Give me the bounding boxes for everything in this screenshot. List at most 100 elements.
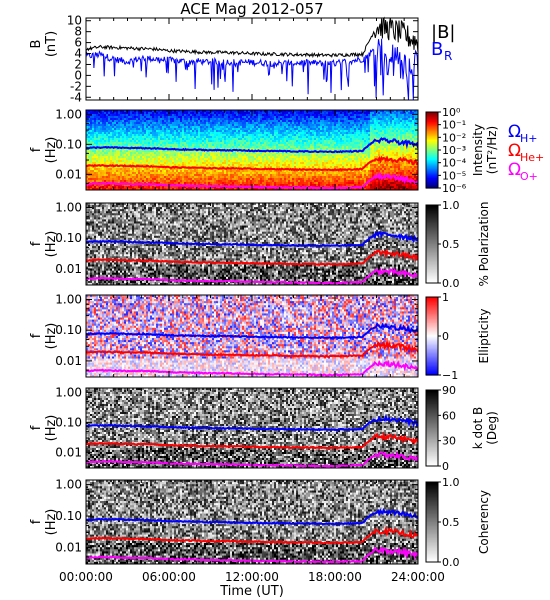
colorbar-unit-kdotb: (Deg) bbox=[485, 411, 499, 445]
panel1-legend: |B| B R bbox=[431, 22, 455, 63]
colorbar-polarization: 1.0 0.5 0.0 % Polarization bbox=[425, 199, 491, 290]
gyro-line-omega-h bbox=[86, 230, 418, 248]
ytick-label-kdotb-0: 1.00 bbox=[55, 385, 82, 399]
panel1-series bbox=[85, 16, 419, 101]
xtick-label-0: 00:00:00 bbox=[59, 570, 113, 584]
panel1-yunit: (nT) bbox=[44, 31, 59, 57]
colorbar-tick-coherency-1: 0.5 bbox=[442, 516, 460, 529]
ylabel-intensity: f bbox=[29, 147, 44, 152]
colorbar-unit-intensity: (nT²/Hz) bbox=[485, 126, 499, 174]
yunit-polarization: (Hz) bbox=[44, 231, 59, 258]
panel-coherency: 1.00 0.10 0.01 f (Hz) 1.0 0.5 0.0 Coherency bbox=[29, 476, 491, 569]
colorbar-tick-polarization-0: 1.0 bbox=[442, 199, 460, 212]
xaxis-label: Time (UT) bbox=[219, 584, 284, 599]
colorbar-label-coherency: Coherency bbox=[477, 490, 491, 554]
colorbar-tick-intensity-1: 10⁻¹ bbox=[442, 119, 466, 132]
legend-omega-he: Ω bbox=[508, 141, 521, 161]
colorbar-tick-ellipticity-0: 1 bbox=[442, 291, 449, 304]
ytick-label-intensity-1: 0.10 bbox=[55, 137, 82, 151]
heatmap-coherency bbox=[86, 480, 418, 564]
ytick-label-polarization-0: 1.00 bbox=[55, 200, 82, 214]
legend-omega-o-sub: O+ bbox=[520, 170, 538, 183]
series-line-absb bbox=[85, 16, 419, 59]
panel1-ytick-label-4: 2 bbox=[74, 57, 82, 71]
yunit-kdotb: (Hz) bbox=[44, 415, 59, 442]
legend-br-sub: R bbox=[444, 49, 452, 63]
panel1-ytick-label-7: -4 bbox=[70, 90, 82, 104]
colorbar-tick-intensity-5: 10⁻⁵ bbox=[442, 169, 466, 182]
xtick-label-3: 18:00:00 bbox=[308, 570, 362, 584]
gyro-line-omega-he bbox=[86, 525, 418, 545]
colorbar-label-intensity: Intensity bbox=[471, 124, 485, 176]
ylabel-coherency: f bbox=[29, 519, 44, 524]
yunit-intensity: (Hz) bbox=[44, 137, 59, 164]
heatmap-ellipticity bbox=[86, 295, 418, 377]
colorbar-tick-intensity-4: 10⁻⁴ bbox=[442, 157, 467, 170]
colorbar-tick-ellipticity-1: 0 bbox=[442, 330, 449, 343]
gyro-legend: Ω H+ Ω He+ Ω O+ bbox=[508, 122, 544, 183]
colorbar-tick-polarization-2: 0.0 bbox=[442, 277, 460, 290]
panel1-ytick-label-5: 0 bbox=[74, 68, 82, 82]
panel1-ytick-label-1: 8 bbox=[74, 25, 82, 39]
xtick-label-1: 06:00:00 bbox=[142, 570, 196, 584]
legend-omega-he-sub: He+ bbox=[520, 151, 544, 164]
ytick-label-kdotb-1: 0.10 bbox=[55, 415, 82, 429]
yunit-coherency: (Hz) bbox=[44, 509, 59, 536]
ytick-label-ellipticity-0: 1.00 bbox=[55, 292, 82, 306]
spectral-panels: 1.000.100.01f (Hz)10⁰10⁻¹10⁻²10⁻³10⁻⁴10⁻⁵… bbox=[29, 106, 499, 569]
series-line-br bbox=[85, 38, 419, 101]
colorbar-tick-kdotb-0: 90 bbox=[442, 384, 456, 397]
ylabel-kdotb: f bbox=[29, 425, 44, 430]
colorbar-tick-intensity-2: 10⁻² bbox=[442, 131, 466, 144]
panel1-ytick-label-0: 10 bbox=[67, 14, 82, 28]
ytick-label-intensity-0: 1.00 bbox=[55, 107, 82, 121]
legend-omega-h-sub: H+ bbox=[520, 132, 538, 145]
colorbar-tick-intensity-0: 10⁰ bbox=[442, 106, 461, 119]
ytick-label-kdotb-2: 0.01 bbox=[55, 445, 82, 459]
ytick-label-coherency-1: 0.10 bbox=[55, 509, 82, 523]
colorbar-tick-intensity-6: 10⁻⁶ bbox=[442, 182, 467, 195]
colorbar-label-polarization: % Polarization bbox=[477, 202, 491, 287]
colorbar-tick-coherency-0: 1.0 bbox=[442, 476, 460, 489]
gyro-line-omega-he bbox=[86, 248, 418, 267]
ytick-label-polarization-1: 0.10 bbox=[55, 231, 82, 245]
ytick-label-ellipticity-1: 0.10 bbox=[55, 323, 82, 337]
ytick-label-intensity-2: 0.01 bbox=[55, 167, 82, 181]
colorbar-label-kdotb: k dot B bbox=[471, 407, 485, 449]
colorbar-label-ellipticity: Ellipticity bbox=[477, 309, 491, 364]
colorbar-tick-polarization-1: 0.5 bbox=[442, 238, 460, 251]
gyro-line-omega-he bbox=[86, 155, 418, 172]
gyro-line-omega-h bbox=[86, 507, 418, 526]
time-axis: 00:00:00 06:00:00 12:00:00 18:00:00 24:00:00 bbox=[59, 570, 445, 584]
ylabel-ellipticity: f bbox=[29, 333, 44, 338]
ylabel-polarization: f bbox=[29, 241, 44, 246]
legend-omega-o: Ω bbox=[508, 160, 521, 180]
figure-title: ACE Mag 2012-057 bbox=[180, 0, 323, 18]
colorbar-tick-kdotb-3: 0 bbox=[442, 460, 449, 473]
panel1-ytick-label-3: 4 bbox=[74, 47, 82, 61]
panel-ellipticity: 1.00 0.10 0.01 f (Hz) 1 0 −1 Ellipticity bbox=[29, 291, 491, 382]
yunit-ellipticity: (Hz) bbox=[44, 323, 59, 350]
panel-polarization: 1.00 0.10 0.01 f (Hz) 1.0 0.5 0.0 % Polarization bbox=[29, 199, 491, 290]
gyro-line-omega-h bbox=[86, 321, 418, 340]
colorbar-tick-ellipticity-2: −1 bbox=[442, 369, 458, 382]
colorbar-coherency: 1.0 0.5 0.0 Coherency bbox=[425, 476, 491, 569]
colorbar-tick-kdotb-1: 60 bbox=[442, 409, 456, 422]
panel-kdotb: 1.00 0.10 0.01 f (Hz) 90 60 30 0 k dot B (Deg) bbox=[29, 384, 499, 473]
panel1-ytick-label-2: 6 bbox=[74, 36, 82, 50]
colorbar-ellipticity: 1 0 −1 Ellipticity bbox=[425, 291, 491, 382]
gyro-line-omega-h bbox=[86, 413, 418, 432]
panel1-ylabel: B bbox=[29, 40, 44, 49]
colorbar-frame bbox=[425, 389, 439, 467]
ytick-label-coherency-0: 1.00 bbox=[55, 478, 82, 492]
colorbar-tick-intensity-3: 10⁻³ bbox=[442, 144, 466, 157]
legend-absb: |B| bbox=[431, 22, 455, 43]
gyro-line-omega-he bbox=[86, 339, 418, 358]
legend-br: B bbox=[431, 39, 443, 60]
ytick-label-coherency-2: 0.01 bbox=[55, 541, 82, 555]
ytick-label-polarization-2: 0.01 bbox=[55, 262, 82, 276]
colorbar-tick-coherency-2: 0.0 bbox=[442, 556, 460, 569]
gyro-line-omega-h bbox=[86, 137, 418, 154]
gyro-line-omega-he bbox=[86, 431, 418, 450]
